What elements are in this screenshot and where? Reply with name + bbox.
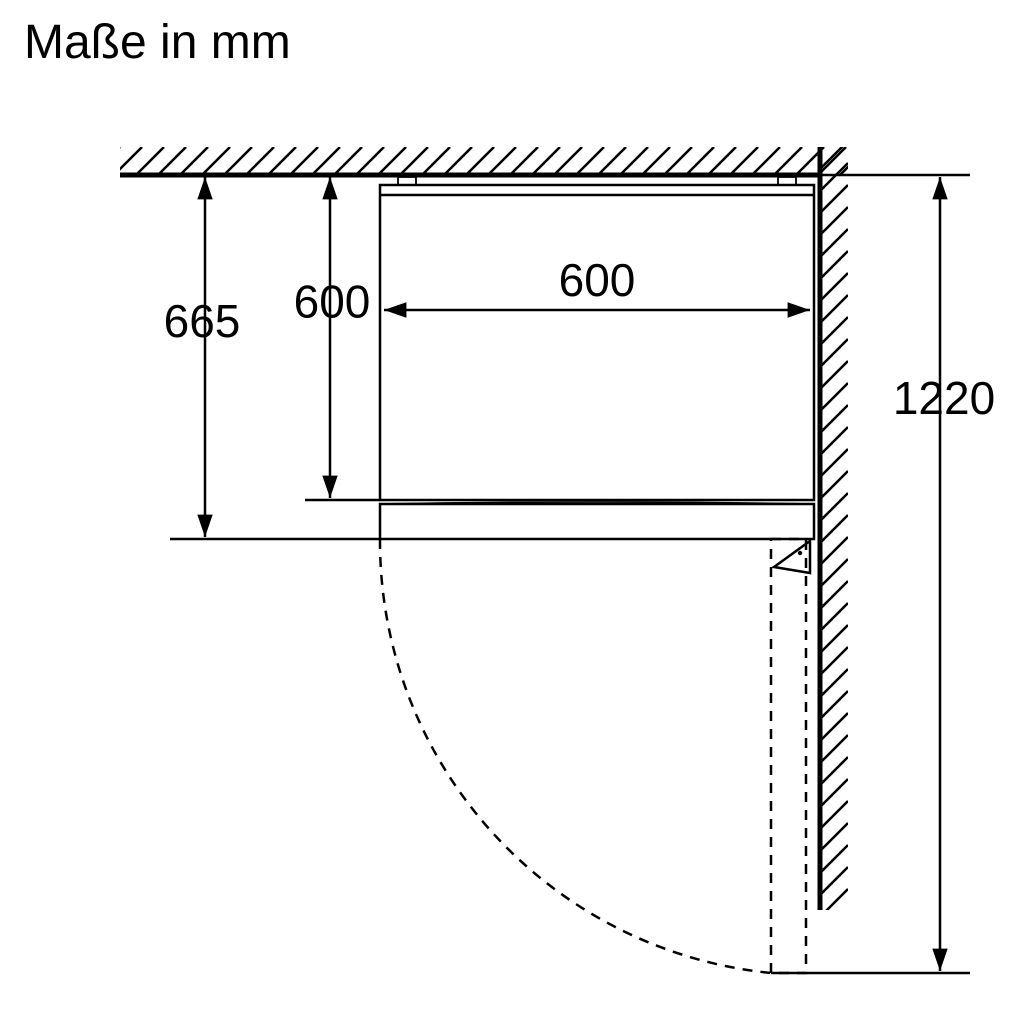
door-swing-arc — [380, 539, 771, 973]
appliance-body — [380, 185, 814, 500]
appliance-door-closed — [380, 504, 814, 539]
diagram-title: Maße in mm — [24, 16, 291, 69]
door-hinge-indicator — [774, 541, 810, 573]
dimension-depth-665: 665 — [164, 295, 241, 347]
installation-dimension-diagram: Maße in mm 665 600 600 1220 — [0, 0, 1024, 1024]
appliance-door-open — [771, 539, 806, 973]
dimension-swing-1220: 1220 — [893, 372, 995, 424]
wall-hatch-top — [92, 147, 890, 175]
dimension-depth-600: 600 — [294, 276, 371, 328]
wall-hatch-right — [820, 119, 848, 961]
dimension-width-600: 600 — [559, 254, 636, 306]
